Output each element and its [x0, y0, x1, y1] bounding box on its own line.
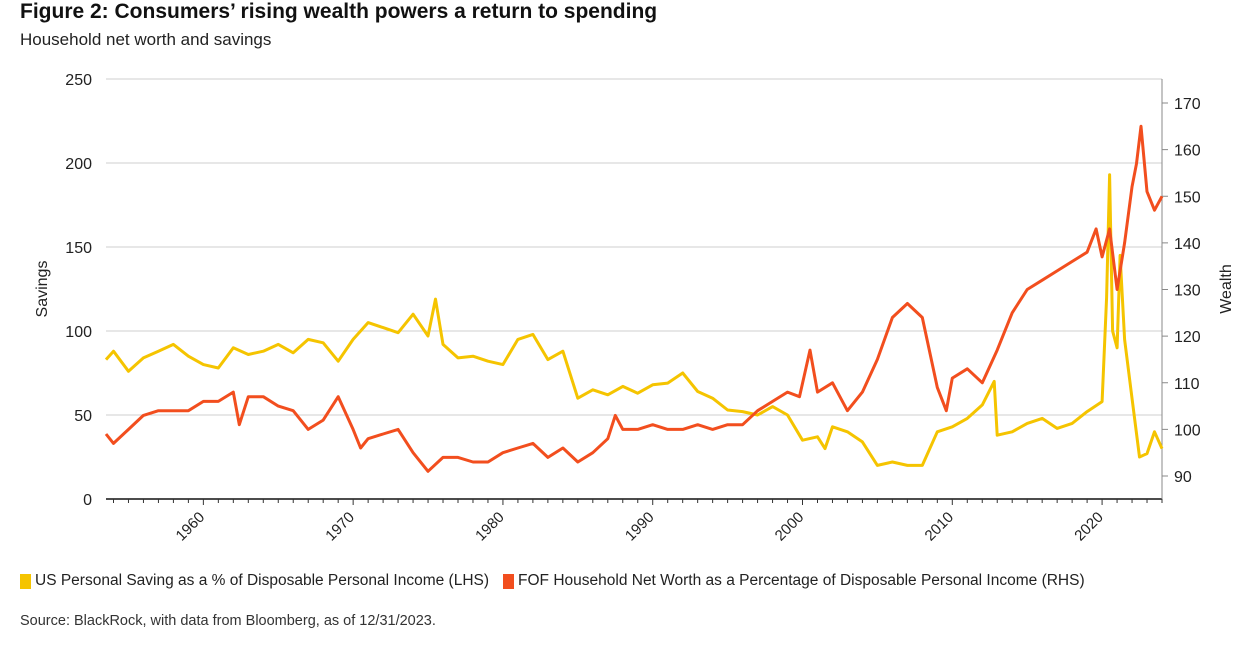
chart-title: Figure 2: Consumers’ rising wealth power…	[20, 0, 658, 23]
source-note: Source: BlackRock, with data from Bloomb…	[20, 613, 436, 629]
axis-labels: 0 50 100 150 200 250 90 100 110 120 130 140 150 160 17…	[34, 72, 1235, 544]
x-tick-label: 1970	[322, 509, 358, 545]
x-tick-label: 2020	[1071, 509, 1107, 545]
y2-tick-label: 160	[1174, 143, 1201, 160]
y-tick-label: 200	[65, 156, 92, 173]
y2-tick-label: 140	[1174, 236, 1201, 253]
series-line-saving	[104, 173, 1164, 467]
x-tick-label: 2010	[922, 509, 958, 545]
y2-tick-label: 110	[1174, 376, 1200, 393]
x-tick-label: 1960	[173, 509, 209, 545]
gridlines	[106, 78, 1162, 416]
y-tick-label: 100	[65, 324, 92, 341]
y2-tick-label: 150	[1174, 189, 1201, 206]
legend: US Personal Saving as a % of Disposable …	[20, 572, 1099, 590]
y2-tick-label: 120	[1174, 329, 1201, 346]
y-tick-label: 0	[83, 492, 92, 509]
y2-axis-title: Wealth	[1218, 264, 1235, 314]
y2-tick-label: 100	[1174, 422, 1201, 439]
x-tick-label: 1990	[622, 509, 658, 545]
chart-subtitle: Household net worth and savings	[20, 30, 272, 49]
line-chart: 0 50 100 150 200 250 90 100 110 120 130 140 150 160 17…	[34, 72, 1235, 544]
axes	[106, 79, 1168, 505]
y2-tick-label: 170	[1174, 96, 1201, 113]
x-tick-label: 2000	[772, 509, 808, 545]
legend-label-networth: FOF Household Net Worth as a Percentage …	[518, 572, 1085, 589]
y2-tick-label: 130	[1174, 283, 1201, 300]
y-axis-title: Savings	[34, 261, 51, 318]
legend-swatch-saving	[20, 573, 31, 589]
y-tick-label: 150	[65, 240, 92, 257]
legend-swatch-networth	[503, 573, 515, 589]
x-tick-label: 1980	[472, 509, 508, 545]
series-lines	[104, 124, 1164, 473]
legend-label-saving: US Personal Saving as a % of Disposable …	[35, 572, 490, 589]
legend-item-saving: US Personal Saving as a % of Disposable …	[20, 572, 489, 590]
legend-item-networth: FOF Household Net Worth as a Percentage …	[503, 572, 1085, 590]
y-tick-label: 250	[65, 72, 92, 89]
y-tick-label: 50	[74, 408, 92, 425]
y2-tick-label: 90	[1174, 469, 1192, 486]
series-line-networth	[104, 124, 1164, 473]
